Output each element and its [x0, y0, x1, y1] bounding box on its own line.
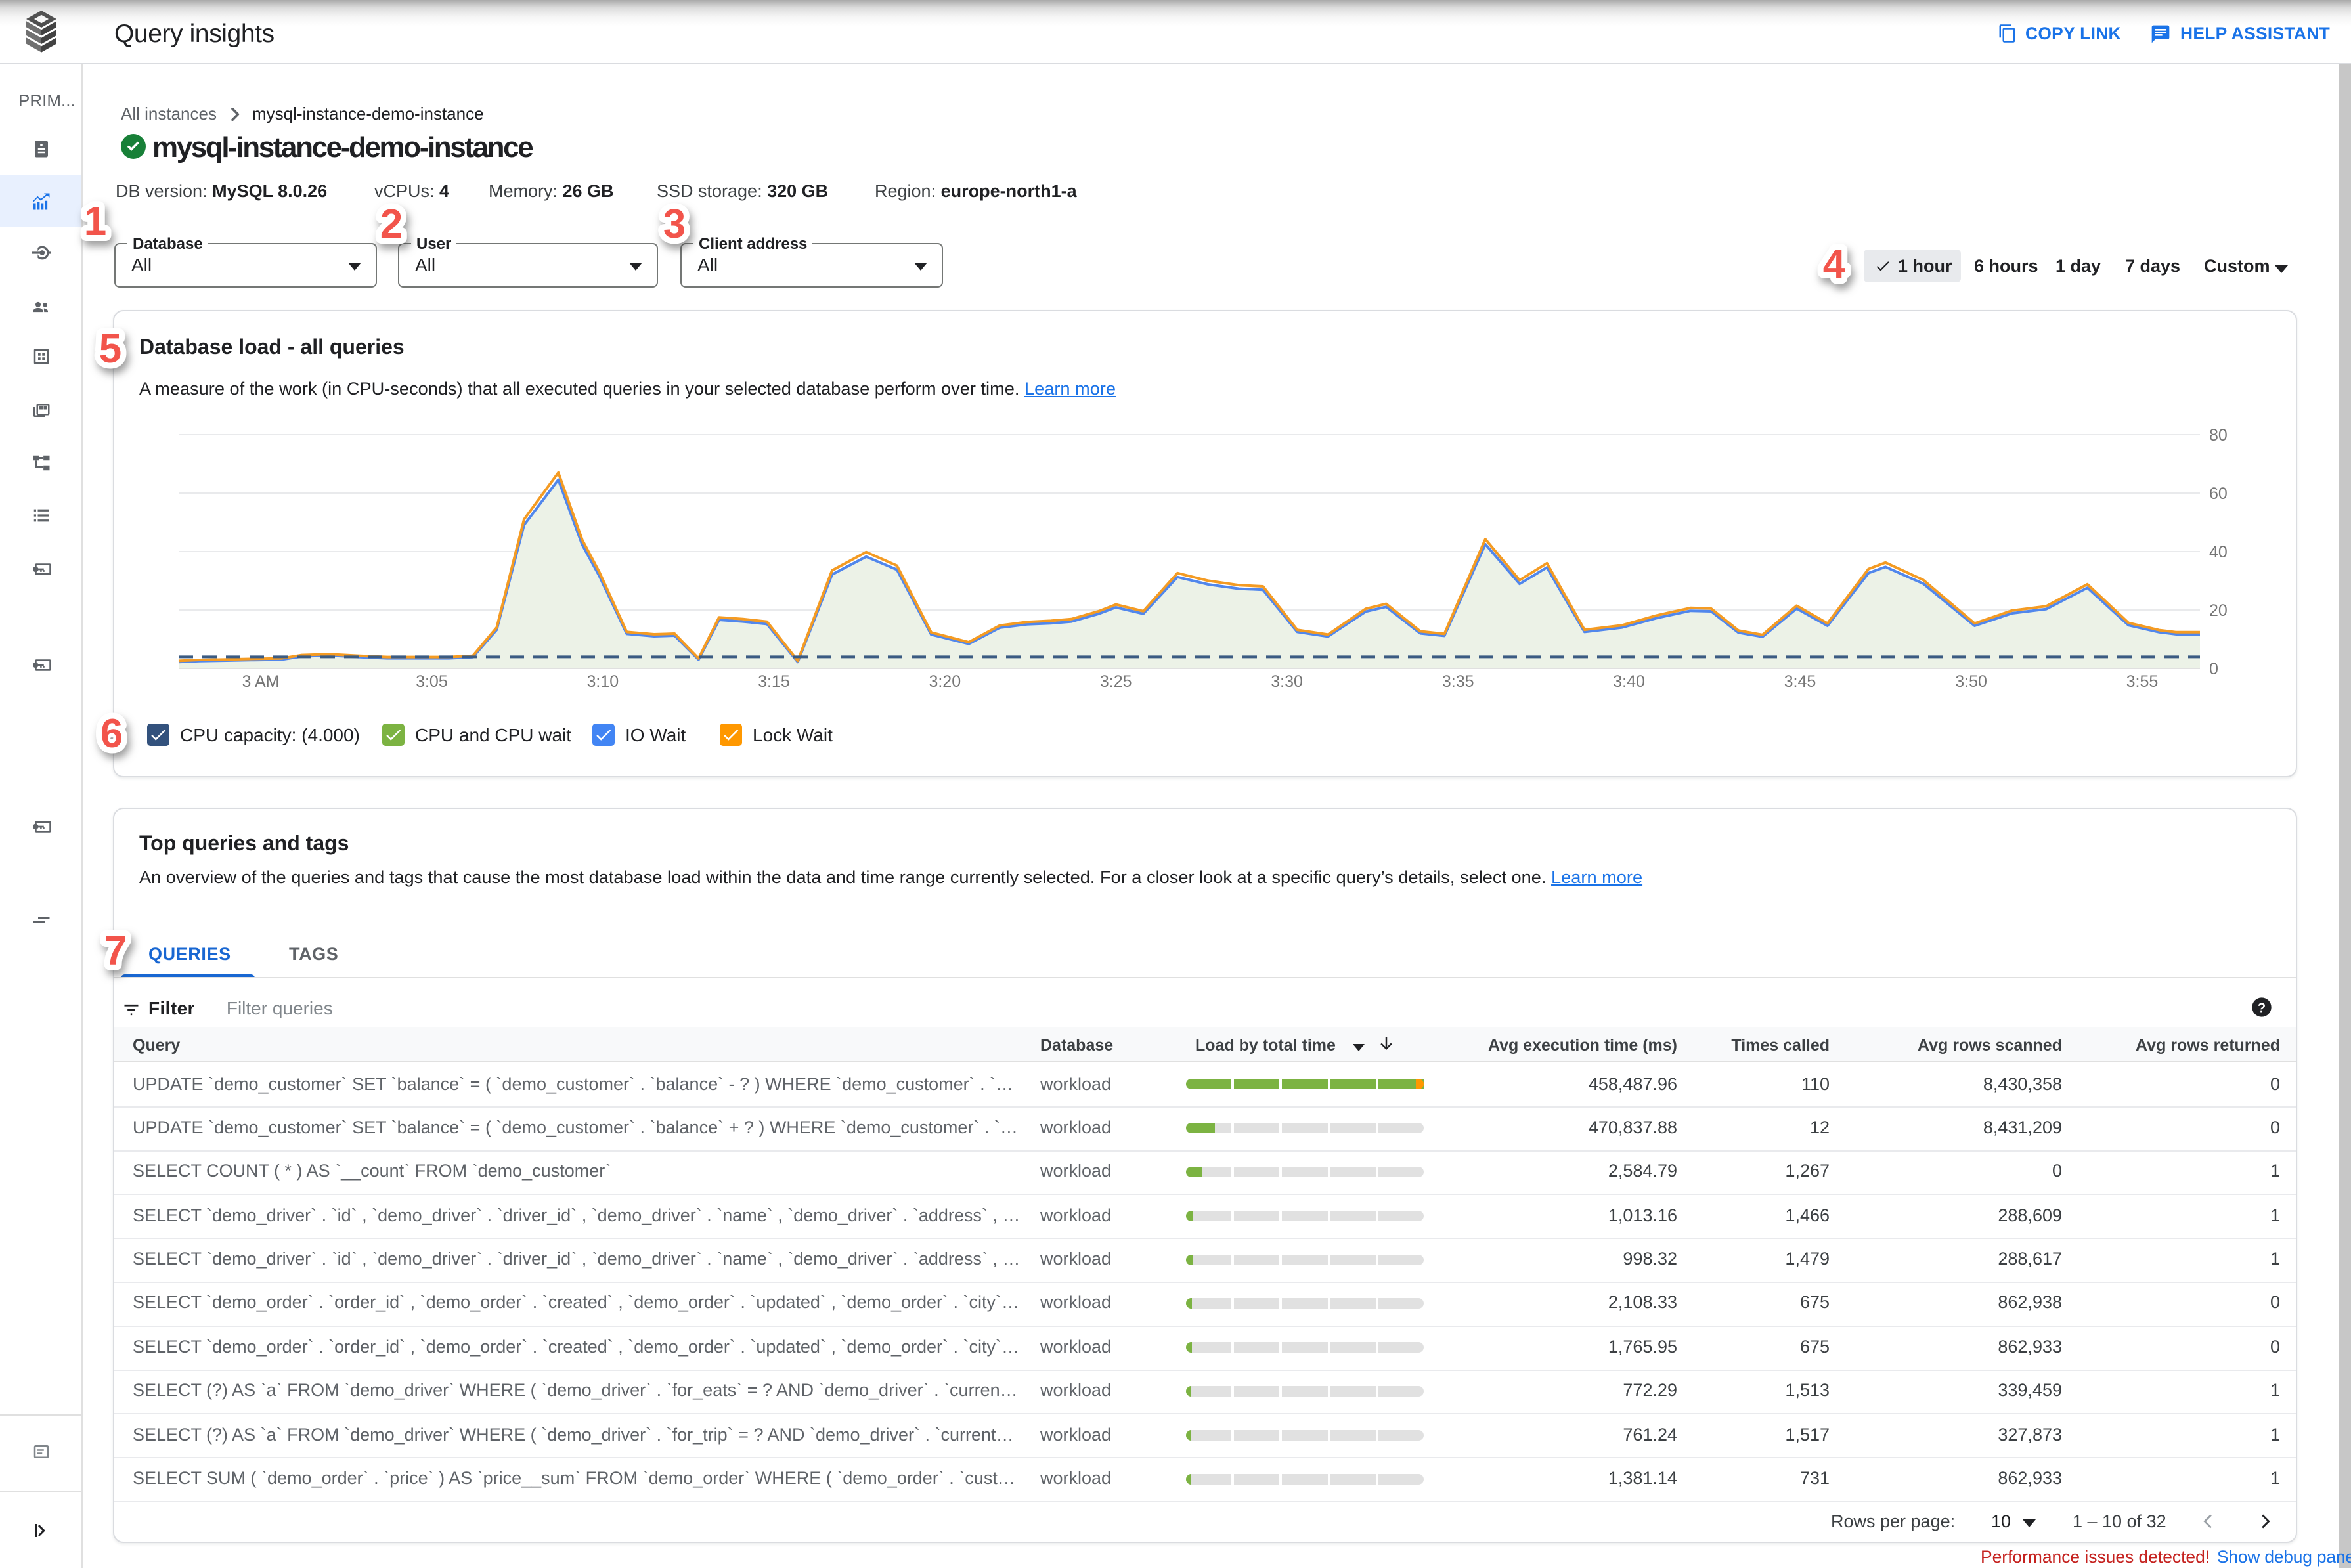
- svg-text:7: 7: [104, 928, 127, 974]
- svg-text:3: 3: [663, 202, 686, 247]
- svg-text:3:40: 3:40: [1613, 672, 1645, 691]
- svg-text:3:50: 3:50: [1955, 672, 1987, 691]
- svg-text:2: 2: [380, 202, 403, 247]
- svg-text:40: 40: [2209, 543, 2228, 561]
- svg-text:3:30: 3:30: [1271, 672, 1303, 691]
- svg-text:0: 0: [2209, 660, 2218, 678]
- svg-text:3:20: 3:20: [929, 672, 961, 691]
- svg-text:3:55: 3:55: [2126, 672, 2159, 691]
- svg-text:4: 4: [1823, 242, 1846, 287]
- svg-text:3:35: 3:35: [1442, 672, 1474, 691]
- svg-text:5: 5: [99, 326, 121, 372]
- svg-text:6: 6: [100, 711, 123, 756]
- svg-text:80: 80: [2209, 426, 2228, 445]
- svg-text:3:45: 3:45: [1784, 672, 1816, 691]
- svg-text:60: 60: [2209, 485, 2228, 503]
- svg-text:3:15: 3:15: [758, 672, 790, 691]
- svg-text:?: ?: [2258, 1001, 2266, 1015]
- svg-text:3:10: 3:10: [586, 672, 619, 691]
- svg-text:3 AM: 3 AM: [242, 672, 280, 691]
- svg-text:20: 20: [2209, 601, 2228, 620]
- svg-text:3:05: 3:05: [416, 672, 448, 691]
- svg-text:1: 1: [84, 199, 106, 244]
- svg-text:3:25: 3:25: [1100, 672, 1132, 691]
